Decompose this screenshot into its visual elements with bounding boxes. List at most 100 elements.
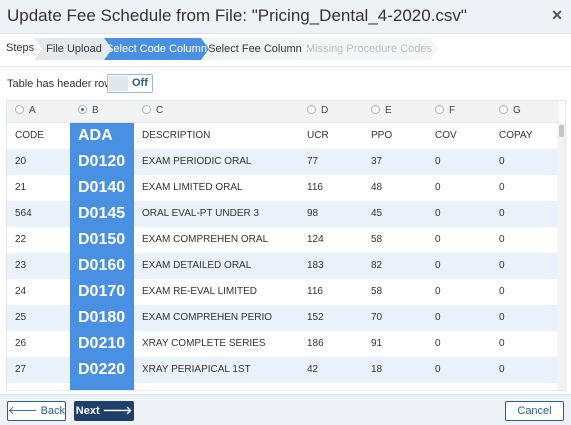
table-cell: 0	[499, 260, 505, 271]
table-cell: 77	[307, 156, 319, 167]
table-cell: EXAM DETAILED ORAL	[142, 260, 252, 271]
table-cell: EXAM RE-EVAL LIMITED	[142, 286, 258, 297]
column-letter: F	[449, 105, 456, 116]
table-cell: 0	[435, 338, 441, 349]
table-cell-selected: D0120	[78, 153, 126, 170]
table-cell-selected: D0140	[78, 179, 126, 196]
toggle-state: Off	[132, 77, 148, 89]
table-cell: 0	[435, 364, 441, 375]
radio-icon	[371, 105, 380, 114]
arrow-right-icon: 🡒	[102, 405, 133, 417]
table-cell-selected: D0210	[78, 335, 126, 352]
table-cell-selected: D0150	[78, 231, 126, 248]
dialog-footer: 🡐 Back Next 🡒 Cancel	[0, 394, 571, 425]
table-cell-selected: D0145	[78, 205, 126, 222]
table-cell-selected: D0170	[78, 283, 126, 300]
column-selector-row: A B C D E F G	[7, 101, 559, 123]
radio-icon	[499, 105, 508, 114]
table-cell: ORAL EVAL-PT UNDER 3	[142, 208, 260, 219]
column-letter: E	[385, 105, 392, 116]
radio-checked-icon	[78, 105, 87, 114]
table-cell: 0	[435, 286, 441, 297]
column-radio-c[interactable]: C	[142, 105, 163, 116]
column-header: DESCRIPTION	[142, 130, 211, 141]
radio-icon	[307, 105, 316, 114]
column-letter: D	[321, 105, 329, 116]
table-cell: 0	[435, 156, 441, 167]
table-cell: 23	[15, 260, 27, 271]
radio-icon	[15, 105, 24, 114]
scrollbar-thumb[interactable]	[559, 125, 564, 137]
table-cell: 48	[371, 182, 383, 193]
step-file-upload[interactable]: File Upload	[34, 38, 114, 60]
table-cell: 0	[435, 312, 441, 323]
table-cell: 82	[371, 260, 383, 271]
step-select-code-column[interactable]: Select Code Column	[104, 38, 209, 60]
table-row: 26 XRAY COMPLETE SERIES 186 91 0 0	[7, 331, 559, 357]
table-cell: EXAM COMPREHEN PERIO	[142, 312, 273, 323]
selected-column-highlight	[70, 123, 134, 390]
dialog-titlebar: Update Fee Schedule from File: "Pricing_…	[0, 0, 571, 34]
table-cell: EXAM COMPREHEN ORAL	[142, 234, 269, 245]
table-cell-selected: D0180	[78, 309, 126, 326]
divider	[0, 66, 571, 67]
table-cell: 22	[15, 234, 27, 245]
wizard-steps: Steps File Upload Select Code Column Sel…	[0, 38, 571, 60]
table-cell: 26	[15, 338, 27, 349]
column-header-selected: ADA	[78, 127, 113, 144]
back-button[interactable]: 🡐 Back	[7, 401, 66, 421]
table-cell: 21	[15, 182, 27, 193]
table-row: 24 EXAM RE-EVAL LIMITED 116 58 0 0	[7, 279, 559, 305]
table-cell: 0	[435, 208, 441, 219]
table-cell: 20	[15, 156, 27, 167]
table-cell: 0	[499, 208, 505, 219]
table-cell: 152	[307, 312, 324, 323]
column-letter: G	[513, 105, 521, 116]
table-cell: EXAM PERIODIC ORAL	[142, 156, 252, 167]
table-cell: 42	[307, 364, 319, 375]
table-cell: XRAY PERIAPICAL 1ST	[142, 364, 251, 375]
table-cell: 564	[15, 208, 32, 219]
table-cell: 0	[435, 182, 441, 193]
column-letter: C	[156, 105, 164, 116]
fee-table: A B C D E F G CODE DESCRIPTION UCR PPO COV CO…	[6, 100, 566, 391]
table-cell: 0	[499, 182, 505, 193]
table-cell: 116	[307, 182, 323, 193]
step-missing-procedure-codes: Missing Procedure Codes	[300, 38, 438, 60]
column-radio-a[interactable]: A	[15, 105, 36, 116]
table-cell: 27	[15, 364, 27, 375]
table-cell: 0	[499, 364, 505, 375]
table-cell: 124	[307, 234, 324, 245]
table-cell: 0	[499, 156, 505, 167]
column-radio-f[interactable]: F	[435, 105, 455, 116]
column-radio-d[interactable]: D	[307, 105, 328, 116]
column-radio-e[interactable]: E	[371, 105, 392, 116]
column-header: CODE	[15, 130, 44, 141]
table-cell: 18	[371, 364, 383, 375]
next-button[interactable]: Next 🡒	[74, 401, 134, 421]
back-label: Back	[40, 405, 66, 417]
table-scrollbar[interactable]	[557, 123, 565, 390]
column-header: COPAY	[499, 130, 533, 141]
next-label: Next	[75, 405, 100, 417]
cancel-button[interactable]: Cancel	[505, 401, 564, 421]
table-cell: 45	[371, 208, 383, 219]
column-letter: B	[92, 105, 99, 116]
header-row-toggle[interactable]: Off	[107, 74, 153, 93]
toggle-knob	[109, 76, 128, 91]
step-select-fee-column[interactable]: Select Fee Column	[202, 38, 308, 60]
close-icon[interactable]: ✕	[551, 7, 563, 23]
table-cell-selected: D0160	[78, 257, 126, 274]
table-cell: EXAM LIMITED ORAL	[142, 182, 243, 193]
table-cell: 0	[499, 312, 505, 323]
table-cell: 24	[15, 286, 27, 297]
dialog-title: Update Fee Schedule from File: "Pricing_…	[7, 6, 467, 25]
column-header: PPO	[371, 130, 393, 141]
column-radio-b[interactable]: B	[78, 105, 99, 116]
table-cell: 25	[15, 312, 27, 323]
header-row-label: Table has header row	[7, 78, 113, 90]
column-radio-g[interactable]: G	[499, 105, 521, 116]
table-cell: 70	[371, 312, 383, 323]
arrow-left-icon: 🡐	[8, 405, 38, 417]
steps-label: Steps	[6, 42, 35, 54]
